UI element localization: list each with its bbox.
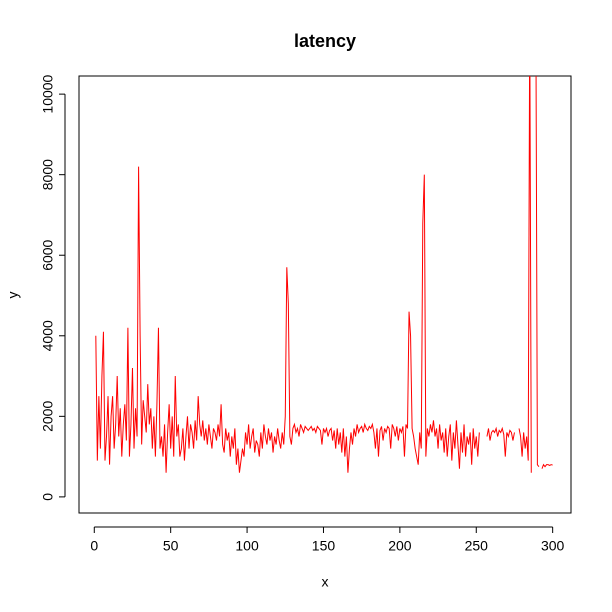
y-tick-label: 6000 xyxy=(40,239,56,270)
y-tick-label: 2000 xyxy=(40,401,56,432)
chart-title: latency xyxy=(294,31,356,51)
y-tick-label: 8000 xyxy=(40,159,56,190)
data-line xyxy=(95,76,553,473)
x-axis-label: x xyxy=(322,574,329,590)
y-axis-label: y xyxy=(5,292,21,299)
x-tick-label: 150 xyxy=(312,538,336,554)
x-tick-label: 300 xyxy=(541,538,565,554)
y-tick-label: 10000 xyxy=(40,74,56,113)
plot-frame xyxy=(78,75,572,514)
y-tick-label: 4000 xyxy=(40,320,56,351)
y-tick-label: 0 xyxy=(40,493,56,501)
x-tick-label: 0 xyxy=(90,538,98,554)
x-tick-label: 250 xyxy=(465,538,489,554)
x-tick-label: 200 xyxy=(388,538,412,554)
x-tick-label: 50 xyxy=(163,538,179,554)
x-tick-label: 100 xyxy=(235,538,259,554)
